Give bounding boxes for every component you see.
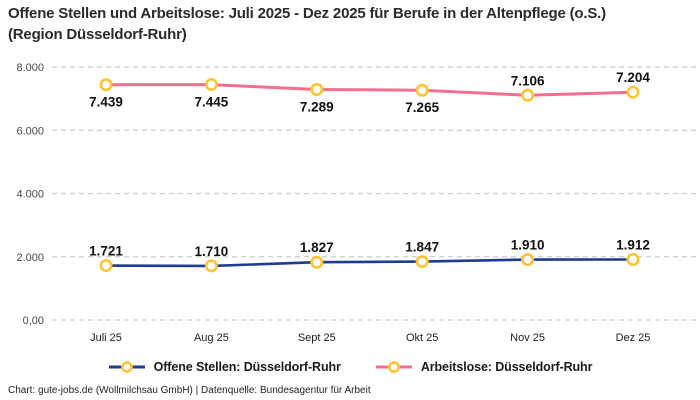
data-point-arbeitslose[interactable] <box>310 82 324 96</box>
source-credit: Chart: gute-jobs.de (Wollmilchsau GmbH) … <box>8 385 371 396</box>
legend-item-offene-stellen[interactable]: Offene Stellen: Düsseldorf-Ruhr <box>108 360 341 374</box>
data-point-label: 7.289 <box>300 99 334 114</box>
data-point-label: 1.847 <box>405 240 439 255</box>
data-point-label: 7.439 <box>89 95 123 110</box>
x-axis-tick-label: Juli 25 <box>90 332 122 344</box>
y-axis-tick-label: 2.000 <box>16 252 44 264</box>
legend-label-arbeitslose: Arbeitslose: Düsseldorf-Ruhr <box>420 360 593 374</box>
data-point-label: 1.721 <box>89 244 123 259</box>
data-point-offene[interactable] <box>626 253 640 267</box>
series-line-arbeitslose <box>104 83 635 97</box>
x-axis-tick-label: Dez 25 <box>616 332 651 344</box>
chart-title: Offene Stellen und Arbeitslose: Juli 202… <box>8 5 606 43</box>
legend: Offene Stellen: Düsseldorf-Ruhr Arbeitsl… <box>0 360 700 374</box>
data-point-label: 7.106 <box>511 73 545 88</box>
line-chart-plot-area: 0,00 2.000 4.000 6.000 8.000 Juli 25 Aug 25 Sep… <box>16 62 697 344</box>
data-point-arbeitslose[interactable] <box>521 88 535 102</box>
x-axis-tick-label: Nov 25 <box>510 332 545 344</box>
data-point-label: 1.710 <box>195 244 229 259</box>
y-axis-tick-label: 4.000 <box>16 189 44 201</box>
data-point-arbeitslose[interactable] <box>204 78 218 92</box>
legend-item-arbeitslose[interactable]: Arbeitslose: Düsseldorf-Ruhr <box>375 360 593 374</box>
data-point-offene[interactable] <box>521 253 535 267</box>
data-point-offene[interactable] <box>99 259 113 273</box>
data-point-arbeitslose[interactable] <box>415 83 429 97</box>
data-point-offene[interactable] <box>310 255 324 269</box>
y-axis-tick-label: 0,00 <box>23 315 44 327</box>
legend-line-marker-icon-arbeitslose <box>375 361 412 373</box>
x-axis-tick-label: Okt 25 <box>406 332 438 344</box>
y-axis-tick-label: 8.000 <box>16 62 44 74</box>
data-point-arbeitslose[interactable] <box>626 85 640 99</box>
data-point-label: 1.912 <box>616 238 650 253</box>
data-point-label: 1.827 <box>300 240 334 255</box>
x-axis-tick-label: Aug 25 <box>194 332 229 344</box>
legend-label-offene-stellen: Offene Stellen: Düsseldorf-Ruhr <box>153 360 341 374</box>
data-point-offene[interactable] <box>204 259 218 273</box>
data-point-label: 7.265 <box>405 100 439 115</box>
legend-line-marker-icon-offene <box>108 361 145 373</box>
data-point-label: 7.204 <box>616 70 650 85</box>
x-axis-tick-label: Sept 25 <box>298 332 336 344</box>
y-axis-tick-label: 6.000 <box>16 125 44 137</box>
series-line-offene <box>104 258 635 268</box>
data-point-label: 1.910 <box>511 238 545 253</box>
data-point-arbeitslose[interactable] <box>99 78 113 92</box>
data-point-label: 7.445 <box>195 95 229 110</box>
data-point-offene[interactable] <box>415 255 429 269</box>
